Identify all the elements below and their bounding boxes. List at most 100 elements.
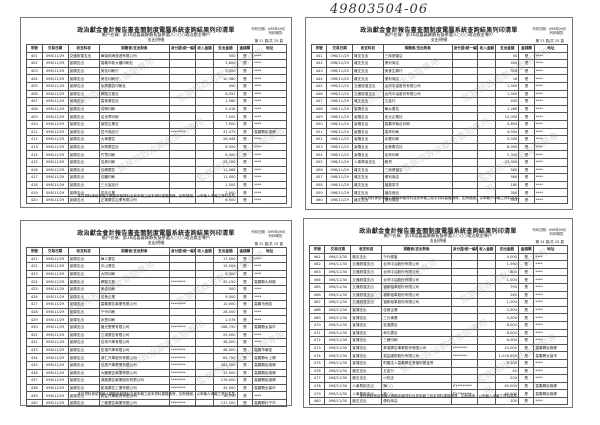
table-cell: 409: [26, 112, 43, 121]
table-row: 445 098/11/29 交通旅運支出 台灣中油股份有限公司 1,000 是 ****: [310, 81, 569, 91]
table-cell: 是: [517, 328, 535, 338]
table-cell: ****: [533, 366, 568, 376]
table-cell: [450, 328, 478, 338]
table-cell: 11,000: [213, 173, 238, 182]
table-cell: 9,000: [213, 292, 238, 302]
table-cell: [477, 104, 497, 114]
table-cell: 098/11/30: [324, 275, 352, 284]
table-row: 443 098/11/29 雜支支出 美食生鮮行 316 是 ****: [310, 66, 569, 76]
table-cell: 是: [236, 277, 254, 286]
table-cell: ****: [252, 284, 287, 294]
table-cell: 雜支支出: [350, 374, 383, 383]
table-cell: 462: [308, 260, 326, 269]
table-cell: [194, 150, 215, 159]
column-header: 交易日期: [326, 44, 353, 53]
table-cell: [451, 89, 479, 99]
table-cell: [168, 284, 196, 294]
table-cell: 098/11/29: [41, 269, 69, 279]
table-cell: 宣傳支出: [67, 89, 100, 99]
table-cell: 宣傳支出: [67, 104, 100, 114]
table-cell: 4,500: [213, 269, 238, 279]
column-header: 地址: [252, 247, 287, 256]
table-cell: 美食生鮮行: [382, 66, 453, 76]
table-row: 418 098/11/29 宣傳支出 三元宣品行 1,500 是 ****: [26, 180, 287, 190]
table-cell: ****: [252, 165, 287, 175]
print-time: 列印時間：: [549, 232, 566, 236]
table-row: 458 098/11/29 雜支支出 福壽茶坊 180 是 ****: [310, 180, 569, 190]
table-cell: ********: [168, 360, 196, 370]
table-cell: 嘉義縣太保市: [252, 322, 287, 332]
table-cell: 475: [308, 358, 326, 368]
table-cell: ****: [533, 313, 568, 322]
table-cell: [451, 59, 479, 68]
table-cell: 472: [308, 336, 326, 345]
table-cell: 473: [308, 343, 326, 353]
table-cell: [450, 275, 478, 284]
table-cell: 宣傳支出: [67, 74, 100, 83]
table-row: 453 098/11/29 宣傳支出 佳美廣告社 6,000 是 ****: [310, 142, 569, 152]
table-cell: 450: [310, 119, 328, 129]
table-row: 464 098/11/30 交通旅運支出 台灣中油股份有限公司 1,000 是 ****: [308, 275, 568, 284]
table-cell: 是: [236, 368, 254, 378]
table-cell: 424: [26, 277, 43, 286]
table-cell: 宣傳支出: [351, 112, 384, 121]
table-cell: ****: [533, 252, 568, 262]
table-cell: 425: [26, 284, 43, 294]
table-cell: 098/11/29: [41, 59, 69, 68]
table-cell: ****: [533, 74, 569, 83]
column-header: 金錢類: [236, 247, 254, 256]
table-cell: 福壽茶坊: [382, 180, 453, 190]
table-cell: ****: [252, 81, 287, 91]
table-cell: 宣傳支出: [67, 315, 100, 324]
table-cell: 是: [517, 313, 535, 322]
table-cell: 是: [236, 112, 254, 121]
table-cell: 438: [26, 383, 43, 393]
table-cell: 福斯租車股份有限公司: [381, 290, 452, 300]
table-cell: 3,000: [213, 66, 238, 76]
table-cell: ****: [533, 396, 568, 406]
table-cell: [194, 89, 215, 99]
table-cell: 宣傳支出: [350, 313, 383, 322]
table-cell: 408: [26, 104, 43, 114]
table-row: 414 098/11/29 宣傳支出 竹寬印刷 8,000 是 ****: [26, 150, 287, 159]
table-cell: 宣傳支出: [67, 165, 100, 175]
table-cell: 是: [518, 51, 535, 61]
table-cell: ****: [533, 165, 569, 175]
table-cell: 三商便當店: [382, 51, 453, 61]
table-cell: 佳世界印刷: [98, 112, 170, 121]
table-cell: 嘉義縣太保市: [252, 383, 287, 393]
table-cell: 1,500: [213, 180, 238, 190]
table-cell: 昇達廣告事業股份有限公司: [381, 343, 452, 353]
table-row: 460 098/11/29 雜支支出 便利商店 350 是 ****: [310, 195, 569, 205]
table-cell: [168, 97, 196, 106]
table-cell: 50: [495, 51, 520, 61]
table-cell: 美佳印刷行: [98, 66, 170, 76]
table-cell: [194, 97, 215, 106]
table-cell: [194, 269, 215, 279]
column-header: 收支科目: [351, 44, 384, 53]
table-cell: 450: [495, 97, 520, 106]
table-cell: 永業印刷: [382, 135, 453, 144]
column-header: 支出金額: [213, 44, 238, 53]
table-row: 437 098/11/29 宣傳支出 鴻展廣告事業股份有限公司 ******** 176,…: [26, 376, 287, 385]
table-cell: 414: [26, 150, 43, 159]
table-cell: 雜支支出: [351, 51, 384, 61]
table-cell: 28,000: [213, 307, 238, 317]
table-cell: 098/11/29: [41, 142, 69, 152]
table-cell: 454: [310, 150, 328, 159]
table-cell: 4,000: [494, 252, 519, 262]
table-cell: 中山廣告: [98, 262, 170, 271]
table-cell: [168, 150, 196, 159]
table-cell: 1,016,600: [494, 351, 519, 360]
report-page-4: 政治獻金會計報告書查閱制度電腦系統查詢結果列印清單 帳戶名稱：第16屆嘉義縣縣長擬…: [303, 218, 573, 408]
table-cell: 宣傳支出: [351, 150, 384, 159]
table-cell: 794: [494, 282, 519, 292]
table-cell: 便利商店: [382, 74, 453, 83]
table-cell: 098/11/30: [324, 260, 352, 269]
table-cell: P1********: [450, 381, 478, 391]
table-row: 406 098/11/29 宣傳支出 網路文藝社 6,552 是 ****: [26, 89, 287, 99]
table-cell: 宣傳支出: [67, 345, 100, 355]
table-cell: 098/11/30: [324, 313, 352, 322]
table-cell: 10,360: [213, 74, 238, 83]
table-cell: 是: [236, 383, 254, 393]
